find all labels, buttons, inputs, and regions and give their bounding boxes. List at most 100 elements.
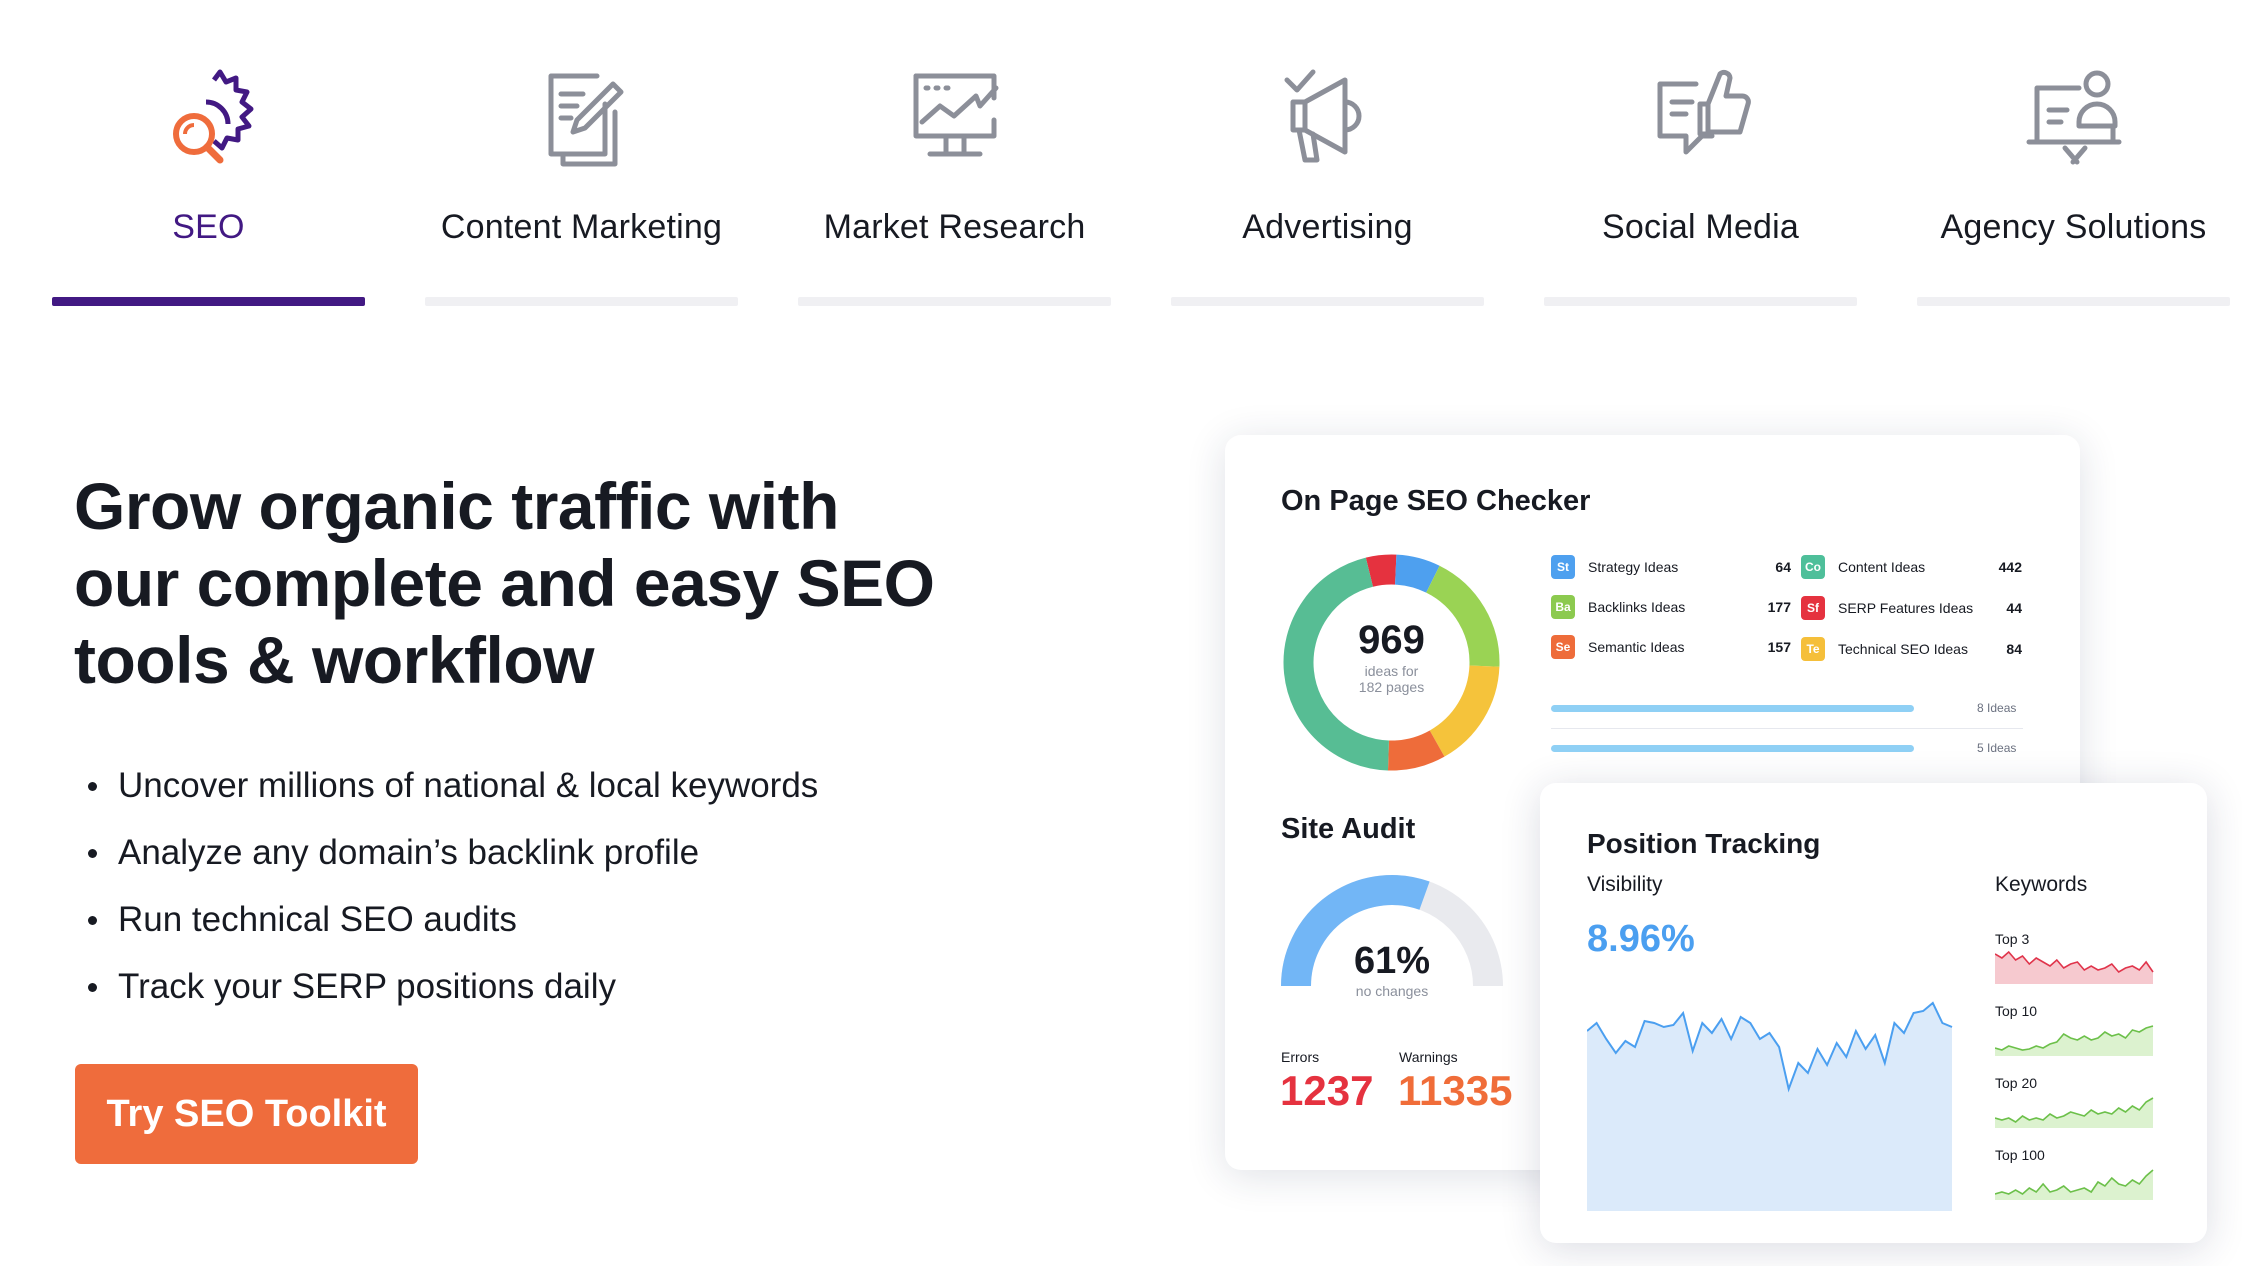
keyword-group-label: Top 10 [1995, 1003, 2038, 1019]
on-page-title: On Page SEO Checker [1281, 485, 1591, 517]
donut-segment [1387, 730, 1445, 771]
donut-segment [1425, 565, 1500, 667]
active-tab-indicator [52, 297, 365, 306]
headline-line: Grow organic traffic with [74, 469, 839, 543]
donut-segment [1283, 557, 1390, 771]
feature-item: Track your SERP positions daily [86, 953, 818, 1020]
sparkline-line [1995, 1025, 2154, 1051]
idea-name: Backlinks Ideas [1588, 599, 1686, 615]
tab-label: Content Marketing [440, 208, 723, 246]
monitor-chart-icon [900, 62, 1010, 172]
visibility-value: 8.96% [1587, 918, 1695, 960]
headline-line: our complete and easy SEO [74, 546, 935, 620]
ideas-progress-label: 5 Ideas [1977, 741, 2017, 755]
idea-name: Content Ideas [1838, 559, 1926, 575]
top100-sparkline [1995, 1169, 2154, 1200]
idea-value: 442 [1998, 559, 2022, 575]
audit-percent: 61% [1353, 940, 1431, 982]
tab-agency-solutions[interactable]: Agency Solutions [1917, 0, 2230, 310]
position-tracking-card: Position Tracking Visibility 8.96% Keywo… [1540, 783, 2207, 1243]
document-pencil-icon [527, 62, 637, 172]
top20-sparkline [1995, 1097, 2154, 1128]
tab-social-media[interactable]: Social Media [1544, 0, 1857, 310]
donut-segment [1365, 554, 1397, 587]
keyword-group-label: Top 100 [1995, 1147, 2045, 1163]
product-tabs: SEO Content Marketing Market Research [0, 0, 2242, 310]
visibility-line [1587, 1001, 1953, 1093]
idea-value: 64 [1775, 559, 1791, 575]
idea-value: 157 [1767, 639, 1791, 655]
site-audit-title: Site Audit [1281, 813, 1416, 845]
tab-indicator [1171, 297, 1484, 306]
idea-row-semantic: Se Semantic Ideas 157 [1551, 635, 1791, 661]
tab-advertising[interactable]: Advertising [1171, 0, 1484, 310]
tab-indicator [1544, 297, 1857, 306]
idea-row-backlinks: Ba Backlinks Ideas 177 [1551, 595, 1791, 621]
idea-value: 44 [2006, 600, 2022, 616]
seo-gear-magnifier-icon [154, 62, 264, 172]
errors-label: Errors [1281, 1049, 1320, 1065]
visibility-area-chart [1587, 1001, 1953, 1211]
tab-market-research[interactable]: Market Research [798, 0, 1111, 310]
top3-sparkline [1995, 950, 2154, 984]
idea-row-technical-seo: Te Technical SEO Ideas 84 [1801, 637, 2022, 663]
tab-indicator [798, 297, 1111, 306]
keyword-group-label: Top 3 [1995, 931, 2030, 947]
idea-row-serp-features: Sf SERP Features Ideas 44 [1801, 596, 2022, 622]
hero-headline: Grow organic traffic with our complete a… [74, 468, 974, 699]
feature-item: Analyze any domain’s backlink profile [86, 819, 818, 886]
idea-name: Strategy Ideas [1588, 559, 1679, 575]
site-audit-gauge [1281, 875, 1503, 987]
presenter-board-icon [2019, 62, 2129, 172]
idea-value: 84 [2006, 641, 2022, 657]
sparkline-line [1995, 950, 2154, 974]
donut-segment [1394, 554, 1440, 593]
ideas-donut-chart [1283, 554, 1500, 771]
idea-value: 177 [1767, 599, 1791, 615]
feature-item: Run technical SEO audits [86, 886, 818, 953]
tab-content-marketing[interactable]: Content Marketing [425, 0, 738, 310]
idea-badge: Ba [1551, 595, 1575, 619]
warnings-label: Warnings [1399, 1049, 1458, 1065]
tab-label: Social Media [1601, 208, 1800, 246]
ideas-progress-bar [1551, 745, 1914, 752]
ideas-caption-line: ideas for [1364, 663, 1419, 679]
chat-thumbs-up-icon [1646, 62, 1756, 172]
sparkline-area [1995, 1170, 2153, 1200]
gauge-center: 61% no changes [1329, 940, 1455, 999]
keywords-label: Keywords [1995, 873, 2088, 896]
try-seo-toolkit-button[interactable]: Try SEO Toolkit [75, 1064, 418, 1164]
idea-row-content: Co Content Ideas 442 [1801, 555, 2022, 581]
ideas-total: 969 [1358, 618, 1425, 662]
idea-badge: Se [1551, 635, 1575, 659]
tab-label: SEO [172, 208, 245, 246]
gauge-fill [1281, 875, 1430, 987]
audit-caption: no changes [1355, 983, 1429, 999]
tab-label: Advertising [1242, 208, 1413, 246]
sparkline-line [1995, 1169, 2154, 1195]
idea-name: Semantic Ideas [1588, 639, 1685, 655]
tab-label: Market Research [823, 208, 1086, 246]
headline-line: tools & workflow [74, 623, 595, 697]
donut-center: 969 ideas for 182 pages [1329, 618, 1454, 695]
idea-name: Technical SEO Ideas [1838, 641, 1968, 657]
megaphone-icon [1273, 62, 1383, 172]
feature-item: Uncover millions of national & local key… [86, 752, 818, 819]
sparkline-line [1995, 1097, 2154, 1123]
ideas-progress-bar [1551, 705, 1914, 712]
visibility-label: Visibility [1587, 873, 1663, 896]
top10-sparkline [1995, 1025, 2154, 1056]
ideas-caption-line: 182 pages [1358, 679, 1425, 695]
idea-row-strategy: St Strategy Ideas 64 [1551, 555, 1791, 581]
donut-segment [1429, 665, 1500, 757]
ideas-progress-label: 8 Ideas [1977, 701, 2017, 715]
idea-badge: Co [1801, 555, 1825, 579]
warnings-value: 11335 [1398, 1067, 1513, 1114]
tab-label: Agency Solutions [1940, 208, 2207, 246]
idea-badge: St [1551, 555, 1575, 579]
tab-indicator [425, 297, 738, 306]
tab-seo[interactable]: SEO [52, 0, 365, 310]
visibility-area [1587, 1003, 1952, 1211]
feature-list: Uncover millions of national & local key… [86, 752, 818, 1020]
idea-badge: Sf [1801, 596, 1825, 620]
